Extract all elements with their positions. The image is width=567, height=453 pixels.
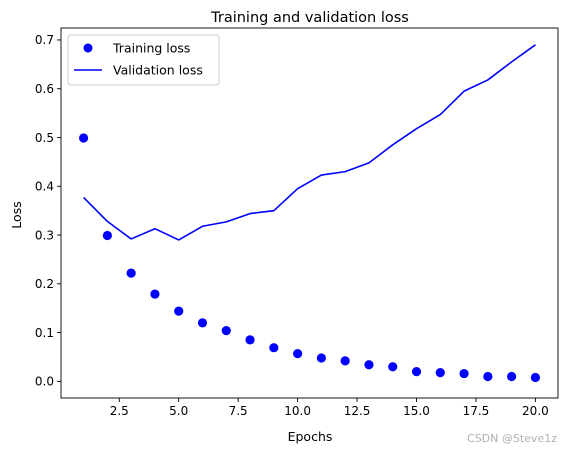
legend-label-training: Training loss (112, 41, 190, 56)
y-tick-label: 0.2 (35, 277, 54, 291)
y-axis-label: Loss (9, 201, 24, 228)
training-loss-point (459, 368, 469, 379)
y-tick-label: 0.7 (35, 33, 54, 47)
x-tick-label: 10.0 (284, 404, 311, 418)
training-loss-point (102, 230, 112, 241)
x-axis-label: Epochs (288, 429, 333, 444)
training-loss-point (221, 326, 231, 336)
training-loss-point (269, 343, 279, 353)
y-tick-label: 0.5 (35, 131, 54, 145)
chart-title: Training and validation loss (210, 10, 409, 26)
y-tick-label: 0.6 (35, 82, 54, 96)
x-tick-label: 7.5 (229, 404, 248, 418)
x-tick-label: 17.5 (463, 404, 490, 418)
training-loss-point (174, 306, 184, 316)
training-loss-point (78, 133, 89, 143)
training-loss-point (483, 371, 493, 382)
x-tick-label: 2.5 (110, 404, 129, 418)
y-tick-label: 0.1 (35, 326, 54, 340)
training-loss-point (150, 289, 160, 299)
x-tick-label: 5.0 (169, 404, 188, 418)
y-axis-ticks: 0.0 0.1 0.2 0.3 0.4 0.5 0.6 0.7 (35, 33, 61, 389)
legend: Training loss Validation loss (67, 34, 220, 86)
plot-frame (60, 27, 559, 399)
training-loss-point (507, 371, 517, 382)
training-loss-point (435, 367, 445, 378)
x-tick-label: 15.0 (403, 404, 430, 418)
validation-loss-line (83, 44, 536, 241)
training-loss-point (411, 367, 422, 377)
training-loss-point (293, 348, 303, 359)
y-tick-label: 0.3 (35, 228, 54, 242)
training-loss-point (245, 335, 255, 345)
x-tick-label: 12.5 (344, 404, 371, 418)
x-axis-ticks: 2.5 5.0 7.5 10.0 12.5 15.0 17.5 20.0 (110, 398, 549, 418)
legend-marker-training (83, 43, 93, 53)
training-loss-point (340, 356, 350, 366)
training-loss-point (316, 353, 326, 363)
y-tick-label: 0.4 (35, 180, 54, 194)
y-tick-label: 0.0 (35, 375, 54, 389)
training-loss-point (364, 360, 374, 370)
legend-box (67, 34, 220, 86)
training-loss-point (126, 268, 136, 278)
training-loss-point (388, 362, 398, 372)
training-loss-point (197, 318, 208, 328)
x-tick-label: 20.0 (522, 404, 549, 418)
legend-label-validation: Validation loss (113, 63, 203, 78)
training-loss-point (530, 372, 541, 383)
watermark: CSDN @Steve1z (467, 432, 557, 445)
